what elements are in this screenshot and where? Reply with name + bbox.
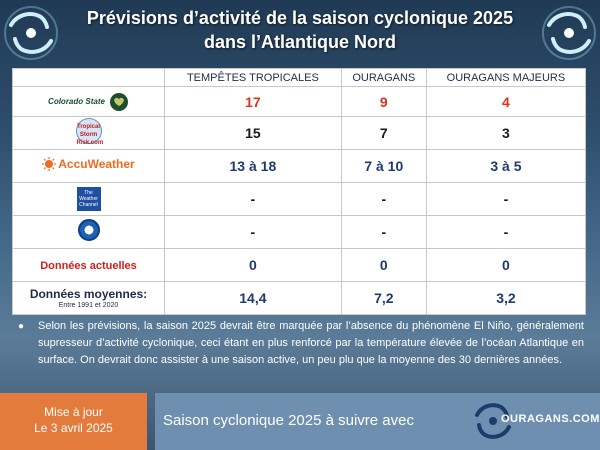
noaa-hurricanes: - [340, 215, 427, 249]
source-noaa-logo [12, 215, 165, 249]
csu-hurricanes: 9 [340, 86, 427, 117]
accuweather-sun-icon [42, 156, 57, 171]
follow-text: Saison cyclonique 2025 à suivre avec [163, 412, 414, 429]
bullet-icon: ● [18, 321, 25, 332]
actual-hurricanes: 0 [340, 248, 427, 282]
accuweather-logo-text: AccuWeather [58, 156, 135, 171]
average-hurricanes: 7,2 [340, 281, 427, 315]
actual-tropical-storms: 0 [164, 248, 342, 282]
page-title: Prévisions d’activité de la saison cyclo… [60, 6, 540, 54]
hurricane-swirl-icon [4, 6, 58, 60]
noaa-tropical-storms: - [164, 215, 342, 249]
source-accuweather-logo: AccuWeather [12, 149, 165, 183]
header-hurricanes: OURAGANS [340, 68, 427, 87]
follow-box: Saison cyclonique 2025 à suivre avec OUR… [155, 393, 600, 450]
table-header-row: TEMPÊTES TROPICALES OURAGANS OURAGANS MA… [12, 68, 587, 87]
source-csu-logo: Colorado State [12, 86, 165, 117]
twc-major-hurricanes: - [425, 182, 587, 216]
average-data-period: Entre 1991 et 2020 [58, 301, 119, 309]
update-label: Mise à jour [44, 405, 103, 419]
twc-tropical-storms: - [164, 182, 342, 216]
twc-hurricanes: - [340, 182, 427, 216]
twc-logo-text: The Weather Channel [76, 187, 101, 211]
actual-data-label: Données actuelles [40, 260, 137, 272]
table-row-actual: Données actuelles 0 0 0 [12, 248, 587, 282]
header-major-hurricanes: OURAGANS MAJEURS [425, 68, 587, 87]
summary-paragraph: Selon les prévisions, la saison 2025 dev… [38, 320, 584, 366]
accuweather-major-hurricanes: 3 à 5 [425, 149, 587, 183]
ouragans-logo: OURAGANS.COM [473, 399, 599, 443]
noaa-seal-icon [77, 218, 100, 241]
title-line-1: Prévisions d’activité de la saison cyclo… [86, 8, 514, 28]
tsr-hurricanes: 7 [340, 116, 427, 150]
header-source [12, 68, 165, 87]
source-tsr-logo: Tropical Storm Risk.com [12, 116, 165, 150]
hurricane-swirl-icon [542, 6, 596, 60]
accuweather-hurricanes: 7 à 10 [340, 149, 427, 183]
tsr-logo-text: Tropical Storm Risk.com [75, 117, 103, 146]
csu-ram-icon [109, 93, 128, 111]
table-row-noaa: - - - [12, 215, 587, 249]
forecast-table: TEMPÊTES TROPICALES OURAGANS OURAGANS MA… [12, 68, 587, 315]
update-box: Mise à jour Le 3 avril 2025 [0, 393, 147, 450]
csu-tropical-storms: 17 [164, 86, 342, 117]
update-date: Le 3 avril 2025 [34, 421, 113, 435]
noaa-major-hurricanes: - [425, 215, 587, 249]
average-tropical-storms: 14,4 [164, 281, 342, 315]
title-line-2: dans l’Atlantique Nord [203, 32, 396, 52]
table-row-average: Données moyennes: Entre 1991 et 2020 14,… [12, 281, 587, 315]
ouragans-brand: OURAGANS.COM [501, 413, 600, 425]
csu-logo-text: Colorado State [48, 97, 105, 106]
tsr-major-hurricanes: 3 [425, 116, 587, 150]
source-twc-logo: The Weather Channel [12, 182, 165, 216]
table-row-twc: The Weather Channel - - - [12, 182, 587, 216]
table-row-accuweather: AccuWeather 13 à 18 7 à 10 3 à 5 [12, 149, 587, 183]
forecast-summary: ● Selon les prévisions, la saison 2025 d… [18, 318, 584, 369]
table-row-csu: Colorado State 17 9 4 [12, 86, 587, 117]
table-row-tsr: Tropical Storm Risk.com 15 7 3 [12, 116, 587, 150]
csu-major-hurricanes: 4 [425, 86, 587, 117]
header-tropical-storms: TEMPÊTES TROPICALES [164, 68, 342, 87]
average-major-hurricanes: 3,2 [425, 281, 587, 315]
actual-major-hurricanes: 0 [425, 248, 587, 282]
tsr-tropical-storms: 15 [164, 116, 342, 150]
average-data-label: Données moyennes: [29, 286, 148, 301]
accuweather-tropical-storms: 13 à 18 [164, 149, 342, 183]
hurricane-swirl-icon [475, 403, 511, 439]
